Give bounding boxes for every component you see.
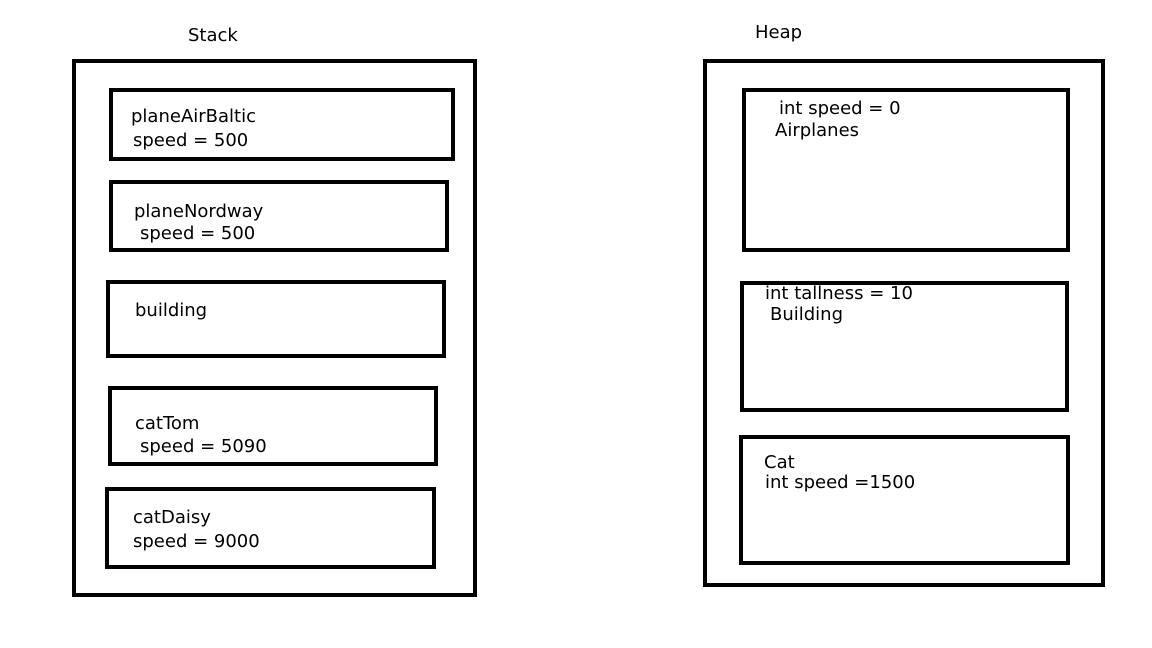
heap-box-cat <box>739 435 1070 565</box>
stack-var-name: catDaisy <box>133 507 211 528</box>
stack-var-name: planeNordway <box>134 201 264 222</box>
heap-box-building <box>740 281 1069 412</box>
stack-box-plane-nordway <box>109 180 449 252</box>
heap-class-name: Building <box>770 304 844 325</box>
stack-title: Stack <box>188 25 238 46</box>
stack-var-value: speed = 9000 <box>133 531 260 552</box>
heap-field: int tallness = 10 <box>765 283 913 304</box>
heap-box-airplanes <box>742 88 1070 252</box>
stack-box-cat-daisy <box>105 487 436 569</box>
stack-var-name: building <box>135 300 208 321</box>
stack-box-plane-airbaltic <box>109 88 455 161</box>
stack-var-value: speed = 500 <box>133 130 249 151</box>
heap-class-name: Cat <box>764 452 795 473</box>
heap-title: Heap <box>755 22 803 43</box>
stack-var-name: planeAirBaltic <box>131 106 256 127</box>
heap-field: int speed =1500 <box>765 472 916 493</box>
stack-var-value: speed = 5090 <box>140 436 267 457</box>
stack-box-building <box>106 280 446 358</box>
stack-var-value: speed = 500 <box>140 223 256 244</box>
stack-box-cat-tom <box>108 386 438 466</box>
heap-field: int speed = 0 <box>779 98 901 119</box>
stack-var-name: catTom <box>135 413 200 434</box>
heap-class-name: Airplanes <box>775 120 860 141</box>
